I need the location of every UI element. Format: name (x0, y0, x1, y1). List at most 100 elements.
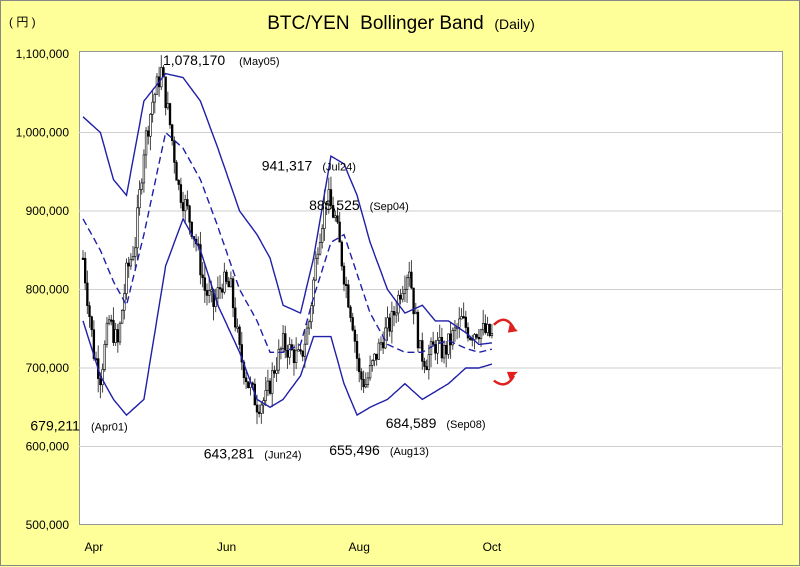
x-tick-label: Apr (85, 540, 104, 554)
candle-up (120, 309, 124, 324)
candle-down (410, 271, 413, 289)
candle-down (171, 124, 174, 141)
candle-down (468, 337, 472, 340)
annotation-date: (Sep08) (446, 419, 485, 431)
candle-up (321, 228, 324, 243)
candle-down (284, 333, 287, 351)
candle-down (177, 180, 180, 185)
candle-up (236, 326, 239, 329)
candle-up (386, 317, 389, 329)
candle-up (447, 333, 450, 355)
candle-up (442, 345, 446, 359)
candle-up (101, 369, 104, 386)
candle-down (225, 271, 228, 282)
candle-up (403, 289, 407, 294)
candle-down (168, 103, 172, 126)
candle-down (268, 380, 272, 394)
candle-down (234, 307, 237, 328)
candle-up (377, 342, 380, 360)
candle-down (353, 329, 357, 342)
candle-up (118, 322, 122, 343)
candle-up (129, 258, 133, 267)
candle-up (327, 189, 330, 204)
candle-down (116, 329, 119, 343)
candle-up (408, 271, 411, 279)
candle-up (275, 369, 278, 374)
candle-up (366, 377, 370, 385)
candle-down (445, 345, 448, 355)
candle-down (190, 221, 193, 237)
x-tick-label: Jun (217, 540, 236, 554)
candle-up (371, 360, 374, 366)
candle-up (134, 247, 137, 257)
annotation-value: 655,496 (329, 442, 380, 458)
candle-down (218, 287, 222, 290)
candle-down (164, 76, 167, 109)
candle-down (434, 344, 437, 354)
candle-up (125, 262, 128, 294)
candle-up (305, 327, 309, 345)
candle-down (199, 244, 202, 276)
candle-up (308, 321, 311, 329)
candle-up (216, 287, 220, 299)
annotation-value: 1,078,170 (163, 52, 225, 68)
candle-up (277, 349, 280, 371)
candle-up (479, 329, 483, 339)
candle-down (173, 140, 176, 163)
candle-down (347, 284, 350, 308)
candle-up (142, 154, 146, 184)
y-tick-label: 500,000 (26, 518, 70, 532)
candle-down (466, 327, 470, 339)
chart-title-sub: (Daily) (494, 16, 535, 32)
candle-down (205, 290, 209, 296)
candle-down (464, 316, 467, 328)
candle-down (175, 162, 178, 181)
candle-up (405, 277, 409, 290)
candle-up (364, 384, 367, 388)
candle-up (107, 319, 111, 324)
candle-down (477, 337, 481, 340)
y-tick-label: 1,100,000 (16, 47, 70, 61)
candle-down (112, 320, 115, 343)
candle-up (149, 113, 152, 137)
candle-down (432, 341, 435, 345)
candle-down (240, 344, 243, 363)
candle-down (231, 278, 235, 309)
candle-up (207, 290, 211, 296)
annotation-date: (Apr01) (91, 421, 128, 433)
annotation-value: 643,281 (204, 446, 255, 462)
candle-down (355, 340, 359, 359)
chart-title-symbol: BTC/YEN (267, 13, 350, 34)
annotation-value: 883,525 (309, 197, 360, 213)
candle-down (462, 316, 465, 319)
candle-up (144, 130, 148, 156)
candle-down (423, 361, 426, 367)
candle-up (297, 349, 300, 352)
candle-up (160, 67, 163, 88)
candle-up (414, 311, 417, 315)
candle-down (488, 324, 491, 336)
candle-up (260, 404, 263, 414)
candle-down (110, 319, 113, 322)
candle-up (379, 342, 383, 345)
candle-up (427, 354, 430, 371)
candle-up (138, 189, 141, 209)
candle-up (368, 365, 372, 379)
chart-title: BTC/YEN Bollinger Band (Daily) (1, 13, 800, 35)
candle-up (453, 327, 457, 331)
candle-down (147, 130, 150, 137)
candle-down (484, 323, 487, 333)
candle-down (188, 205, 191, 223)
arrowhead-up (507, 323, 518, 333)
candle-down (425, 366, 428, 371)
candle-down (340, 241, 343, 267)
annotation-date: (Sep04) (370, 201, 409, 213)
candle-up (114, 329, 117, 343)
candle-up (460, 316, 463, 320)
candle-down (290, 344, 293, 351)
candle-down (399, 294, 402, 300)
candle-up (334, 215, 337, 218)
candle-down (286, 349, 289, 358)
y-tick-label: 700,000 (26, 361, 70, 375)
